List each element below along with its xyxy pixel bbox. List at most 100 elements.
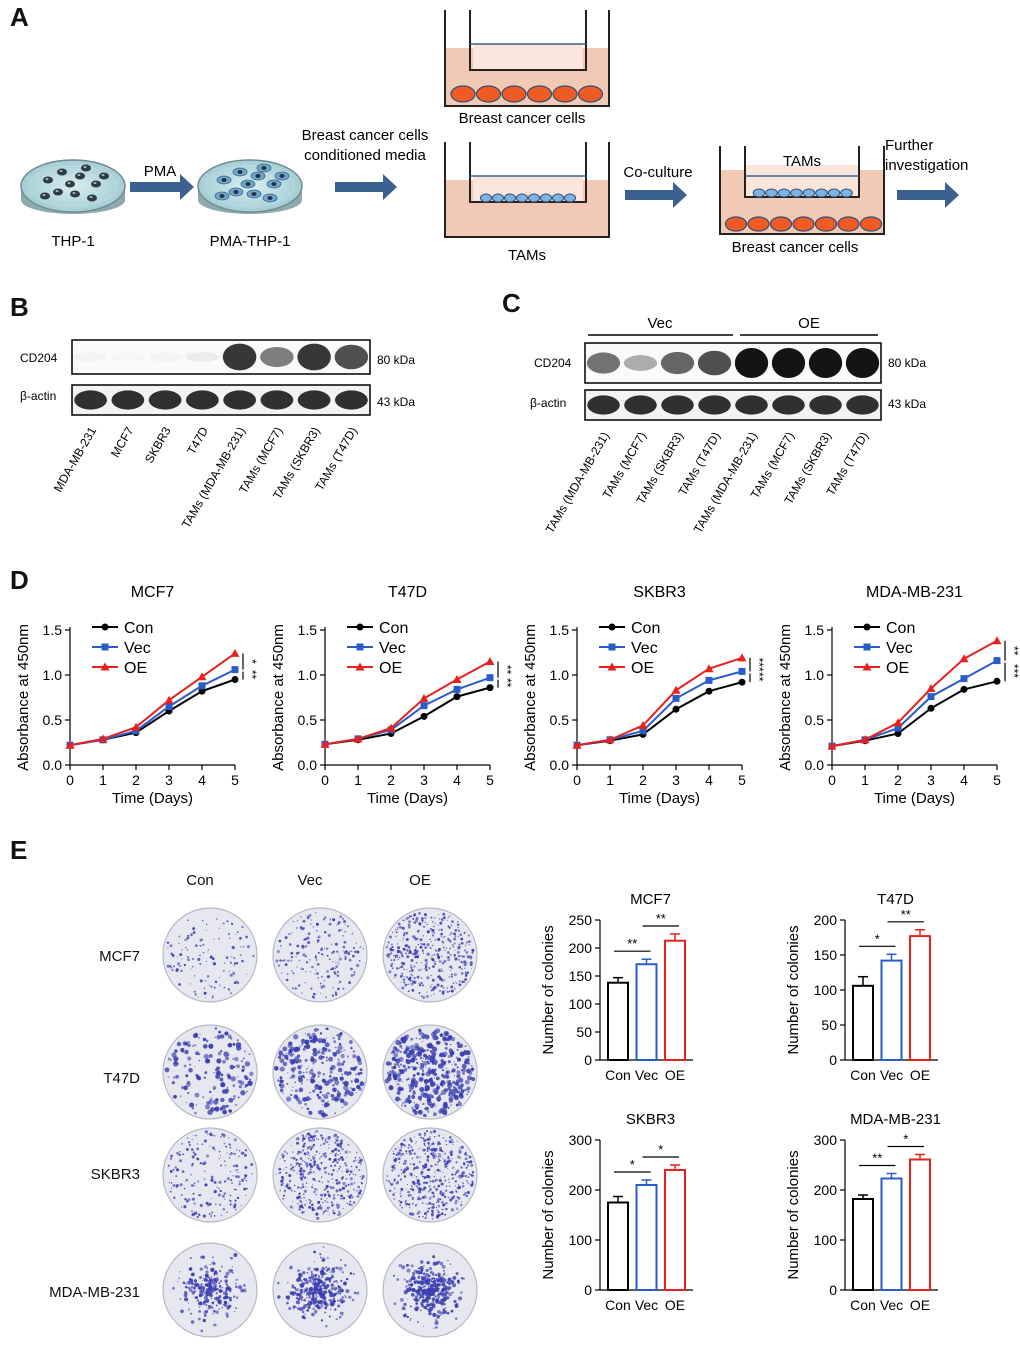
colony-dot [286, 1152, 289, 1155]
point-oe [419, 693, 429, 702]
series-line-oe [831, 639, 998, 748]
colony-dot [465, 1194, 468, 1197]
colony-dot [431, 1061, 435, 1065]
colony-dot [176, 1041, 182, 1047]
colony-dot [426, 1210, 429, 1213]
colony-dot [215, 1074, 221, 1079]
colony-dot [445, 1162, 449, 1165]
colony-dot [320, 1144, 322, 1147]
colony-dot [292, 972, 295, 975]
colony-dot [244, 1166, 248, 1170]
colony-dot [336, 1034, 338, 1036]
colony-dot [438, 1275, 441, 1278]
colony-dot [395, 935, 397, 937]
colony-dot [401, 972, 404, 975]
colony-dot [303, 1189, 307, 1193]
colony-dot [304, 1289, 308, 1293]
colony-dot [443, 916, 446, 920]
colony-dot [313, 1187, 316, 1190]
colony-dot [170, 966, 173, 969]
colony-dot [207, 1133, 209, 1135]
colony-dot [314, 1132, 316, 1134]
colony-dot [424, 1152, 427, 1155]
colony-dot [320, 1304, 324, 1308]
colony-dot [225, 1145, 228, 1148]
cell-highlight [55, 190, 59, 192]
colony-dot [281, 1053, 285, 1057]
colony-dot [310, 1273, 315, 1278]
colony-dot [408, 1279, 412, 1283]
colony-dot [324, 1140, 327, 1142]
colony-dot [187, 1043, 191, 1048]
colony-dot [230, 1257, 233, 1260]
colony-dot [292, 1200, 293, 1202]
colony-dot [325, 1273, 327, 1275]
colony-dot [419, 1109, 422, 1113]
colony-dot [454, 950, 456, 952]
colony-dot [344, 1089, 351, 1095]
colony-dot [228, 933, 231, 936]
colony-dot [306, 1271, 309, 1274]
colony-dot [205, 1154, 210, 1158]
colony-dot [404, 1200, 407, 1203]
colony-dot [183, 1064, 187, 1068]
colony-dot [335, 1049, 341, 1055]
colony-dot [441, 961, 445, 965]
colony-dot [426, 995, 429, 998]
colony-dot [308, 1145, 311, 1149]
colony-dot [236, 1196, 240, 1200]
sig-label: ** [500, 665, 514, 675]
colony-dot [323, 979, 326, 982]
colony-dot [358, 1191, 362, 1195]
colony-dot [444, 1109, 448, 1113]
colony-dot [394, 1192, 396, 1194]
colony-dot [454, 929, 458, 932]
tam-cell-icon [802, 188, 816, 198]
colony-dot [325, 1056, 328, 1059]
colony-dot [317, 1110, 322, 1115]
colony-dot [300, 1082, 303, 1085]
colony-dot [423, 1176, 427, 1179]
colony-dot [452, 945, 455, 948]
colony-dot [330, 1078, 333, 1082]
colony-dot [398, 1088, 402, 1092]
colony-dot [189, 1102, 195, 1108]
colony-dot [418, 1267, 420, 1270]
colony-dot [337, 1149, 341, 1153]
b-cd204-label: CD204 [20, 351, 58, 365]
y-tick-label: 300 [569, 1132, 593, 1148]
y-tick-label: 0.0 [298, 757, 318, 773]
colony-dot [197, 1036, 200, 1039]
colony-dot [424, 1057, 428, 1061]
colony-dot [394, 1147, 397, 1151]
colony-dot [337, 1194, 339, 1197]
colony-dot [240, 1151, 244, 1155]
colony-dot [451, 1157, 453, 1160]
colony-dot [441, 1305, 443, 1307]
colony-dot [449, 915, 451, 917]
colony-dot [435, 1273, 438, 1277]
colony-dot [437, 1155, 440, 1158]
colony-dot [320, 992, 322, 994]
y-tick-label: 50 [576, 1024, 592, 1040]
colony-dot [416, 930, 420, 933]
colony-dot [308, 1292, 310, 1294]
colony-dot [191, 1197, 195, 1201]
colony-dot [187, 934, 190, 937]
colony-dot [175, 969, 179, 973]
colony-dot [434, 1072, 438, 1076]
x-tick-label: Con [850, 1297, 876, 1313]
colony-dot [448, 1098, 453, 1103]
colony-dot [409, 1137, 412, 1140]
y-tick-label: 100 [569, 996, 593, 1012]
colony-dot [223, 1142, 226, 1145]
colony-dot [209, 1263, 211, 1266]
colony-dot [297, 1075, 303, 1080]
colony-dot [220, 1164, 223, 1167]
colony-dot [400, 1142, 404, 1146]
colony-dot [229, 1153, 232, 1156]
colony-dot [282, 1061, 288, 1067]
colony-dot [229, 1203, 232, 1206]
panel-a-workflow: THP-1 PMA PMA-THP-1 Breast cancer cells … [20, 10, 968, 264]
colony-dot [314, 1275, 317, 1277]
